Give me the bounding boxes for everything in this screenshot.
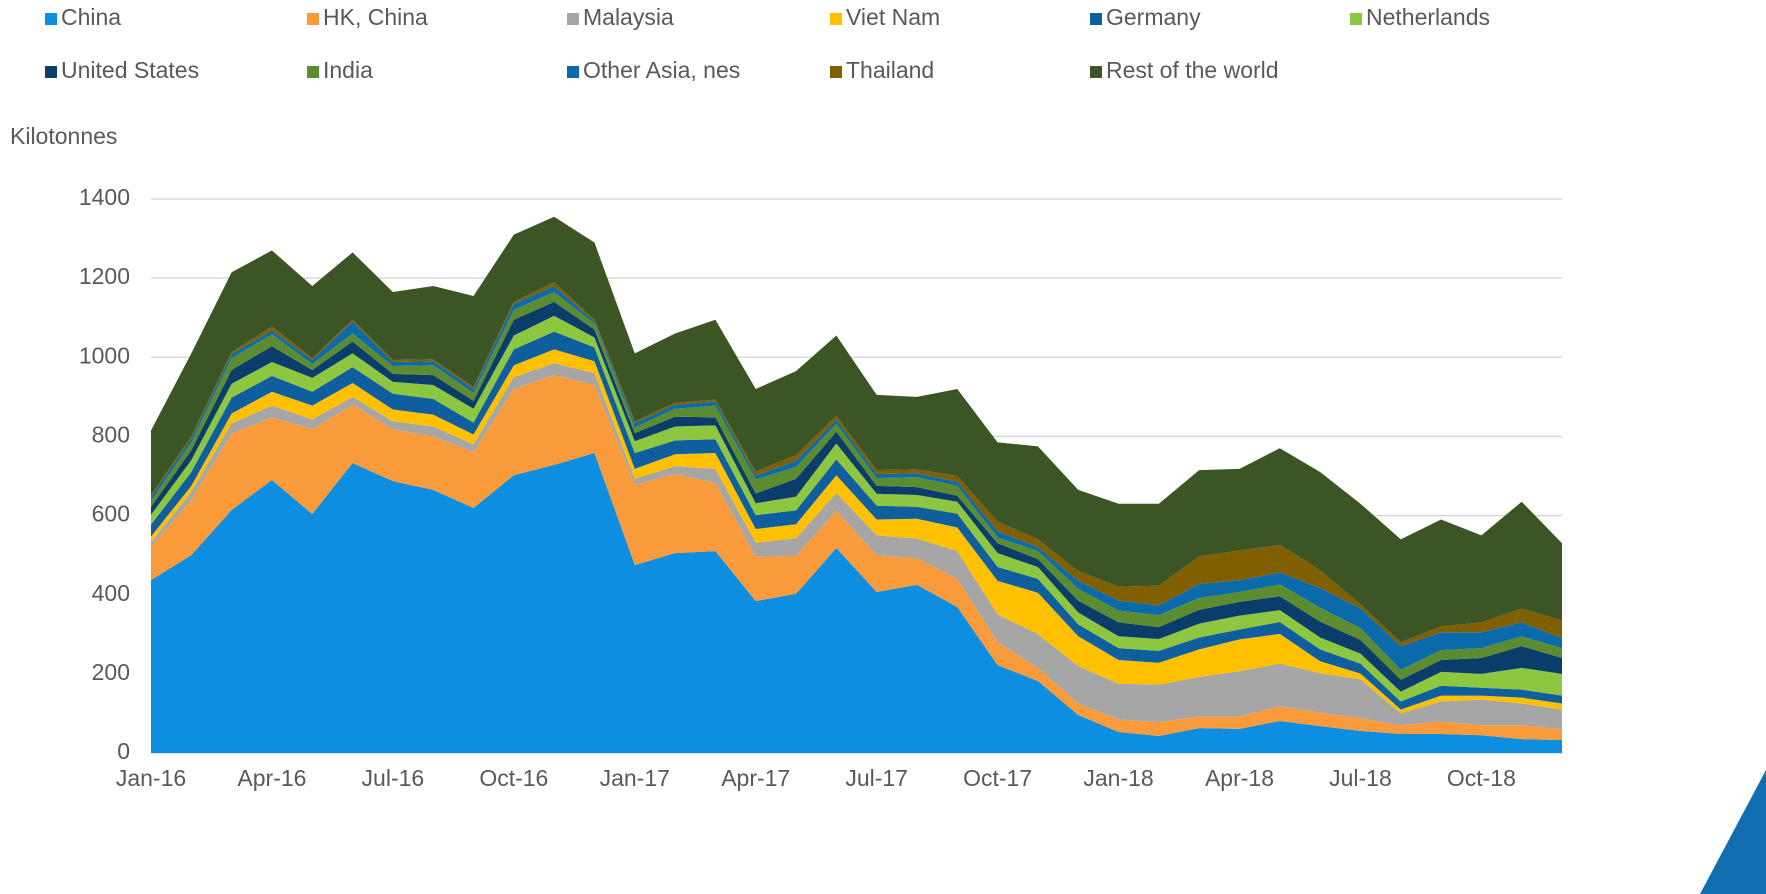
x-tick-label: Oct-18 (1447, 765, 1516, 791)
legend-swatch (1090, 13, 1102, 25)
x-tick-label: Jul-16 (362, 765, 425, 791)
legend-label: Malaysia (583, 4, 674, 30)
legend-swatch (830, 13, 842, 25)
legend-label: HK, China (323, 4, 428, 30)
y-tick-label: 800 (92, 422, 130, 448)
x-tick-label: Apr-16 (237, 765, 306, 791)
legend-swatch (45, 13, 57, 25)
corner-decoration (1700, 770, 1766, 894)
legend-label: Thailand (846, 57, 934, 83)
legend-swatch (45, 66, 57, 78)
x-tick-label: Oct-17 (963, 765, 1032, 791)
x-tick-label: Jul-18 (1329, 765, 1392, 791)
legend-label: Viet Nam (846, 4, 940, 30)
legend-label: United States (61, 57, 199, 83)
legend-swatch (307, 13, 319, 25)
legend-label: Rest of the world (1106, 57, 1279, 83)
legend-swatch (307, 66, 319, 78)
x-tick-label: Jan-17 (600, 765, 670, 791)
y-tick-label: 0 (117, 738, 130, 764)
area (151, 216, 1562, 643)
legend-swatch (567, 13, 579, 25)
legend-swatch (830, 66, 842, 78)
area (151, 282, 1562, 647)
legend-label: India (323, 57, 373, 83)
y-tick-label: 400 (92, 580, 130, 606)
legend-swatch (1090, 66, 1102, 78)
legend-label: China (61, 4, 121, 30)
legend-swatch (1350, 13, 1362, 25)
x-tick-label: Apr-17 (721, 765, 790, 791)
area (151, 453, 1562, 753)
x-tick-label: Jul-17 (845, 765, 908, 791)
x-tick-label: Apr-18 (1205, 765, 1274, 791)
y-tick-label: 1200 (79, 263, 130, 289)
legend-label: Germany (1106, 4, 1201, 30)
y-tick-label: 1400 (79, 184, 130, 210)
legend-label: Netherlands (1366, 4, 1490, 30)
x-tick-label: Oct-16 (479, 765, 548, 791)
y-tick-label: 200 (92, 659, 130, 685)
y-tick-label: 1000 (79, 342, 130, 368)
legend-swatch (567, 66, 579, 78)
y-tick-label: 600 (92, 501, 130, 527)
x-tick-label: Jan-16 (116, 765, 186, 791)
area (151, 375, 1562, 740)
legend-label: Other Asia, nes (583, 57, 740, 83)
y-axis-label: Kilotonnes (10, 123, 117, 149)
x-tick-label: Jan-18 (1083, 765, 1153, 791)
